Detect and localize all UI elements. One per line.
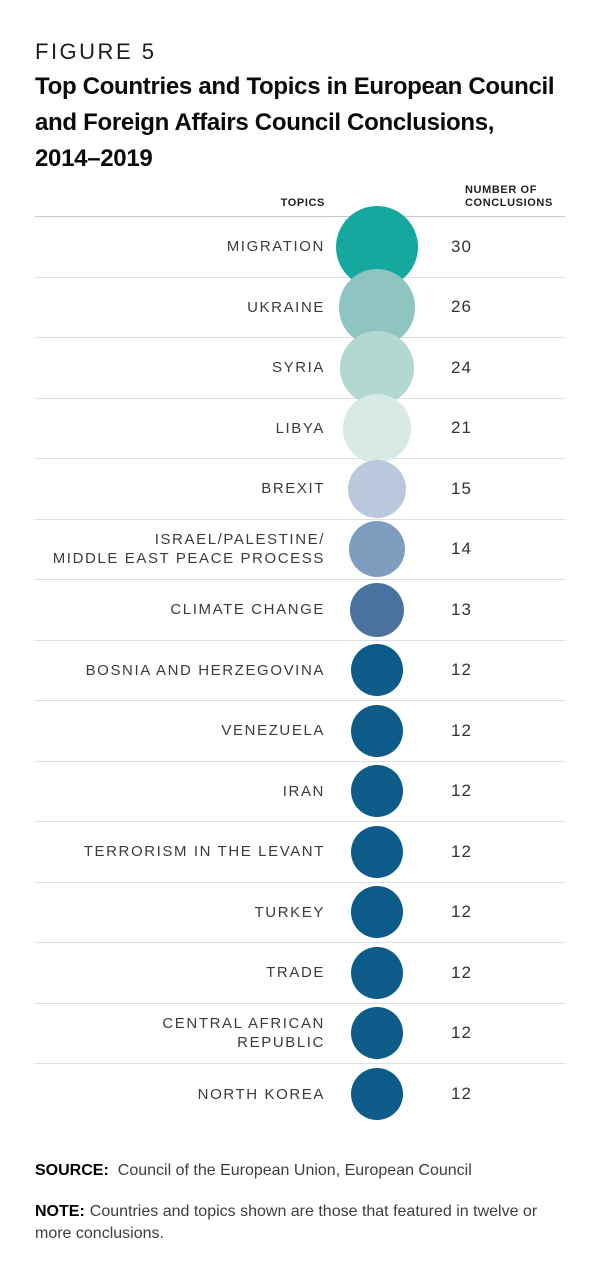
- conclusions-count: 24: [451, 357, 472, 377]
- topic-label: UKRAINE: [247, 298, 325, 316]
- conclusions-count: 12: [451, 962, 472, 982]
- bubble-cell: [325, 459, 429, 518]
- bubble: [351, 825, 403, 878]
- table-row: BREXIT 15: [35, 459, 565, 520]
- bubble: [351, 886, 403, 939]
- bubble: [351, 1068, 403, 1121]
- bubble: [349, 582, 405, 637]
- table-row: TURKEY 12: [35, 883, 565, 943]
- topic-label: BOSNIA AND HERZEGOVINA: [85, 661, 325, 679]
- bubble-cell: [325, 521, 429, 578]
- bubble: [351, 644, 403, 697]
- topic-label: NORTH KOREA: [197, 1085, 325, 1103]
- conclusions-count: 14: [451, 539, 472, 559]
- table-row: CLIMATE CHANGE 13: [35, 580, 565, 641]
- conclusions-count: 15: [451, 478, 472, 498]
- topic-label: MIGRATION: [226, 238, 325, 256]
- bubble-cell: [325, 825, 429, 878]
- figure-title: Top Countries and Topics in European Cou…: [35, 69, 565, 177]
- figure-title-line-1: Top Countries and Topics in European Cou…: [35, 73, 555, 100]
- topic-label: VENEZUELA: [221, 722, 325, 740]
- topic-label: LIBYA: [275, 419, 325, 437]
- bubble: [351, 765, 403, 818]
- figure-title-line-2: and Foreign Affairs Council Conclusions,: [35, 109, 495, 136]
- bubble-cell: [325, 331, 429, 405]
- bubble-cell: [325, 1068, 429, 1121]
- bubble: [351, 946, 403, 999]
- topic-label: SYRIA: [271, 359, 325, 377]
- conclusions-count: 12: [451, 660, 472, 680]
- bubble: [351, 1007, 403, 1060]
- topic-label: BREXIT: [261, 480, 325, 498]
- table-row: BOSNIA AND HERZEGOVINA 12: [35, 641, 565, 701]
- bubble-cell: [325, 704, 429, 757]
- bubble-cell: [325, 644, 429, 697]
- column-headers: TOPICS NUMBER OF CONCLUSIONS: [35, 177, 565, 216]
- table-row: TERRORISM IN THE LEVANT 12: [35, 822, 565, 883]
- conclusions-count: 12: [451, 720, 472, 740]
- bubble-cell: [325, 1007, 429, 1060]
- bubble: [351, 704, 403, 757]
- topic-label: TRADE: [266, 964, 325, 982]
- table-row: MIGRATION 30: [35, 205, 565, 288]
- note-line: NOTE: Countries and topics shown are thos…: [35, 1201, 565, 1245]
- bubble-cell: [325, 765, 429, 818]
- source-text: Council of the European Union, European …: [117, 1161, 472, 1179]
- table-row: CENTRAL AFRICAN REPUBLIC 12: [35, 1004, 565, 1064]
- figure-title-line-3: 2014–2019: [35, 145, 153, 172]
- bubble: [348, 521, 406, 578]
- table-row: SYRIA 24: [35, 331, 565, 405]
- bubble: [347, 459, 407, 518]
- topic-label: IRAN: [282, 782, 325, 800]
- conclusions-column-header: NUMBER OF CONCLUSIONS: [429, 184, 565, 210]
- table-row: ISRAEL/PALESTINE/MIDDLE EAST PEACE PROCE…: [35, 520, 565, 580]
- bubble-cell: [325, 946, 429, 999]
- conclusions-count: 13: [451, 599, 472, 619]
- bubble-cell: [325, 886, 429, 939]
- source-line: SOURCE: Council of the European Union, Eu…: [35, 1161, 565, 1181]
- bubble-cell: [325, 582, 429, 637]
- conclusions-count: 12: [451, 781, 472, 801]
- topic-label: CLIMATE CHANGE: [170, 601, 325, 619]
- bubble: [340, 331, 414, 405]
- source-label: SOURCE:: [35, 1161, 109, 1179]
- topic-label: TURKEY: [254, 903, 325, 921]
- table-row: UKRAINE 26: [35, 269, 565, 346]
- conclusions-count: 12: [451, 1023, 472, 1043]
- table-row: IRAN 12: [35, 762, 565, 822]
- table-row: NORTH KOREA 12: [35, 1064, 565, 1125]
- conclusions-count: 21: [451, 418, 472, 438]
- topics-table: MIGRATION 30 UKRAINE 26 SYRIA 24 LIBYA 21 BREXIT…: [35, 205, 565, 1125]
- conclusions-header-line-2: CONCLUSIONS: [465, 197, 553, 209]
- conclusions-count: 12: [451, 902, 472, 922]
- table-row: LIBYA 21: [35, 393, 565, 463]
- conclusions-count: 12: [451, 841, 472, 861]
- bubble: [342, 393, 412, 463]
- topic-label: ISRAEL/PALESTINE/MIDDLE EAST PEACE PROCE…: [52, 531, 325, 568]
- topics-column-header: TOPICS: [280, 197, 325, 209]
- conclusions-header-line-1: NUMBER OF: [465, 184, 538, 196]
- table-row: TRADE 12: [35, 943, 565, 1004]
- figure-label: FIGURE 5: [35, 39, 157, 64]
- topic-label: TERRORISM IN THE LEVANT: [83, 843, 325, 861]
- topic-label: CENTRAL AFRICAN REPUBLIC: [162, 1015, 325, 1052]
- conclusions-count: 12: [451, 1084, 472, 1104]
- bubble-cell: [325, 393, 429, 463]
- table-row: VENEZUELA 12: [35, 701, 565, 762]
- conclusions-count: 30: [451, 236, 472, 256]
- note-text: Countries and topics shown are those tha…: [35, 1202, 538, 1242]
- note-label: NOTE:: [35, 1202, 85, 1220]
- conclusions-count: 26: [451, 297, 472, 317]
